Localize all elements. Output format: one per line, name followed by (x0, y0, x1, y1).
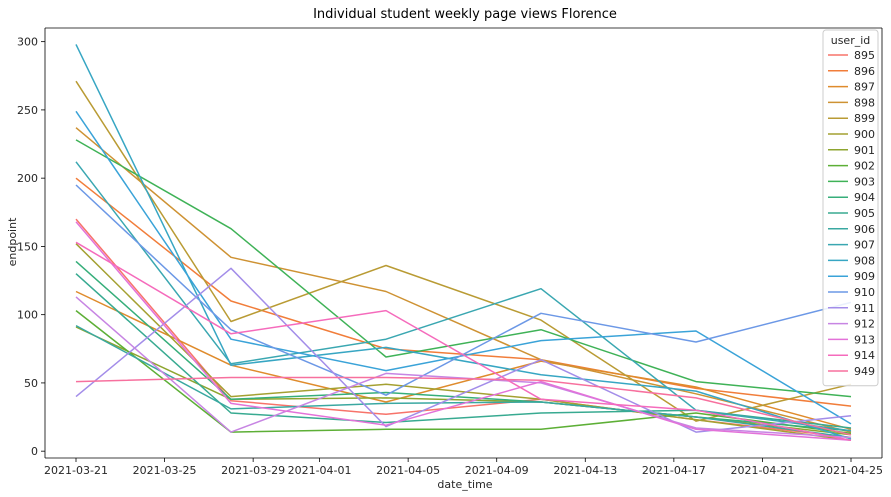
y-tick-label: 50 (24, 377, 38, 390)
legend-label-907: 907 (854, 239, 875, 252)
legend-label-904: 904 (854, 191, 875, 204)
chart-title: Individual student weekly page views Flo… (313, 7, 617, 22)
legend: user_id 895 896 897 898 899 900 901 902 903 904 905… (822, 29, 879, 387)
x-tick-label: 2021-04-05 (376, 464, 440, 477)
series-line-914 (75, 241, 852, 442)
series-line-913 (75, 221, 852, 442)
series-line-907 (75, 161, 852, 432)
legend-label-905: 905 (854, 207, 875, 220)
legend-label-910: 910 (854, 286, 875, 299)
legend-label-902: 902 (854, 160, 875, 173)
y-tick-label: 200 (17, 172, 38, 185)
y-tick-label: 150 (17, 240, 38, 253)
x-axis-label: date_time (437, 478, 492, 491)
legend-label-898: 898 (854, 96, 875, 109)
legend-label-903: 903 (854, 175, 875, 188)
series-lines (75, 44, 852, 442)
x-tick-label: 2021-03-29 (221, 464, 285, 477)
legend-title: user_id (831, 34, 871, 47)
x-tick-label: 2021-04-01 (288, 464, 352, 477)
series-line-904 (75, 260, 852, 432)
legend-label-901: 901 (854, 144, 875, 157)
legend-label-913: 913 (854, 333, 875, 346)
series-line-897 (75, 290, 852, 431)
legend-label-896: 896 (854, 65, 875, 78)
y-tick-label: 100 (17, 309, 38, 322)
legend-label-914: 914 (854, 349, 875, 362)
y-tick-label: 300 (17, 36, 38, 49)
x-tick-label: 2021-04-13 (553, 464, 617, 477)
series-line-900 (75, 243, 852, 442)
legend-label-895: 895 (854, 49, 875, 62)
legend-label-908: 908 (854, 254, 875, 267)
x-tick-label: 2021-04-21 (730, 464, 794, 477)
legend-label-900: 900 (854, 128, 875, 141)
y-axis-label: endpoint (6, 217, 19, 266)
series-line-903 (75, 139, 852, 398)
axes: 0 50 100 150 200 250 300 2021-03-21 2021-03-25 20… (17, 27, 883, 477)
legend-label-912: 912 (854, 318, 875, 331)
y-tick-label: 0 (31, 445, 38, 458)
series-line-902 (75, 310, 852, 435)
legend-label-909: 909 (854, 270, 875, 283)
legend-label-899: 899 (854, 112, 875, 125)
x-tick-label: 2021-04-25 (819, 464, 883, 477)
x-tick-label: 2021-03-25 (133, 464, 197, 477)
series-line-908 (75, 44, 852, 440)
y-tick-label: 250 (17, 104, 38, 117)
x-tick-label: 2021-04-17 (642, 464, 706, 477)
x-tick-label: 2021-03-21 (44, 464, 108, 477)
legend-label-911: 911 (854, 302, 875, 315)
legend-label-897: 897 (854, 81, 875, 94)
legend-label-949: 949 (854, 365, 875, 378)
legend-label-906: 906 (854, 223, 875, 236)
x-tick-label: 2021-04-09 (465, 464, 529, 477)
series-line-898 (75, 127, 852, 433)
series-line-949 (75, 376, 852, 436)
